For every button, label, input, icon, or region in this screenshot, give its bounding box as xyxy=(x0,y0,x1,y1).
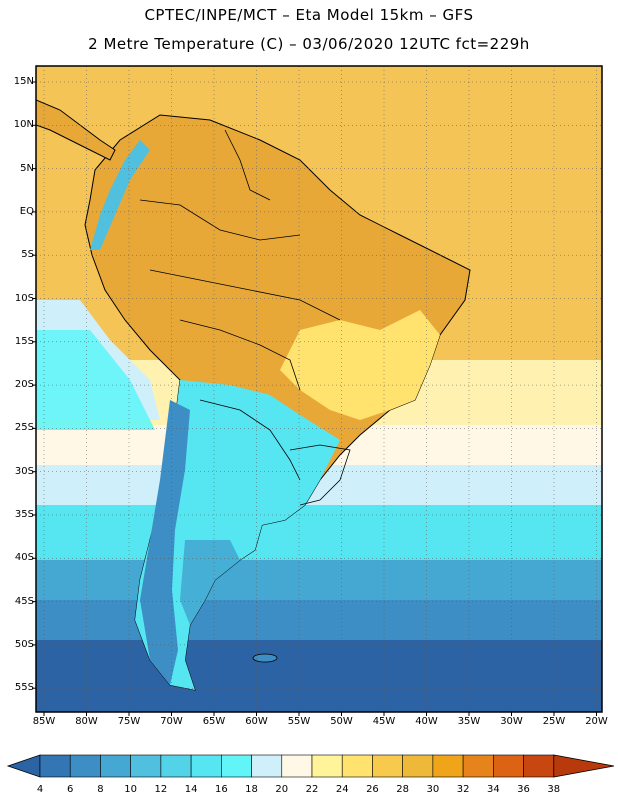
country-borders xyxy=(139,129,351,506)
colorbar-label: 28 xyxy=(396,784,410,795)
colorbar-label: 20 xyxy=(275,784,289,795)
lon-tick-label: 25W xyxy=(542,716,566,727)
colorbar-swatch xyxy=(462,754,494,778)
colorbar-swatch xyxy=(341,754,373,778)
lon-tick-label: 45W xyxy=(372,716,396,727)
andes-cold-strip xyxy=(140,400,190,685)
colorbar-swatch xyxy=(311,754,343,778)
colorbar-swatch xyxy=(130,754,162,778)
colorbar-label: 18 xyxy=(245,784,258,795)
map-title: CPTEC/INPE/MCT – Eta Model 15km – GFS xyxy=(144,6,474,24)
colorbar-arrow-high xyxy=(553,754,615,778)
lon-tick-label: 40W xyxy=(415,716,438,727)
central-america-land xyxy=(36,99,116,161)
colorbar-label: 4 xyxy=(36,784,44,795)
lat-tick-label: 35S xyxy=(14,509,34,520)
colorbar-label: 16 xyxy=(214,784,228,795)
colorbar-label: 34 xyxy=(486,784,500,795)
lon-tick-label: 30W xyxy=(500,716,523,727)
lat-tick-label: 20S xyxy=(14,379,34,391)
colorbar-arrow-low xyxy=(6,754,41,778)
lat-tick-label: 10S xyxy=(14,292,34,304)
lat-tick-label: 50S xyxy=(14,638,34,650)
colorbar-swatch xyxy=(39,754,71,778)
colorbar-label: 30 xyxy=(426,784,440,795)
colorbar-swatch xyxy=(221,754,252,778)
colorbar-label: 38 xyxy=(547,784,561,795)
ocean-band-dark-blue xyxy=(36,640,602,712)
colorbar-swatch xyxy=(251,754,283,778)
lon-tick-label: 70W xyxy=(160,716,183,727)
lat-tick-label: 15S xyxy=(14,335,34,347)
colorbar-label: 10 xyxy=(124,784,138,795)
lat-tick-label: 25S xyxy=(14,422,34,434)
lon-tick-label: 50W xyxy=(330,716,353,727)
map-subtitle: 2 Metre Temperature (C) – 03/06/2020 12U… xyxy=(88,35,530,53)
colorbar-swatch xyxy=(523,754,555,778)
colorbar-label: 26 xyxy=(366,784,379,795)
lat-tick-label: 5N xyxy=(20,162,34,174)
colorbar-swatch xyxy=(190,754,222,778)
lat-tick-label: 15N xyxy=(13,76,34,87)
colorbar-label: 24 xyxy=(335,784,349,795)
lat-tick-label: 5S xyxy=(21,249,34,261)
ocean-band-cyan xyxy=(36,505,602,565)
colorbar-swatch xyxy=(402,754,434,778)
lat-tick-label: 10N xyxy=(13,119,34,131)
lon-tick-label: 80W xyxy=(75,716,98,727)
colorbar-swatch xyxy=(160,754,192,778)
lat-tick-label: EQ xyxy=(19,205,34,217)
lon-tick-label: 60W xyxy=(245,716,268,727)
colorbar-label: 8 xyxy=(97,784,104,795)
pacific-cyan-tongue xyxy=(36,330,155,430)
colorbar-swatch xyxy=(372,754,403,778)
lon-tick-label: 20W xyxy=(585,716,608,727)
map-frame xyxy=(35,65,603,713)
lon-tick-label: 65W xyxy=(202,716,226,727)
falkland-islands xyxy=(252,653,278,663)
lon-tick-label: 75W xyxy=(117,716,141,727)
colorbar-label: 6 xyxy=(67,784,74,795)
patagonia-cold xyxy=(180,540,240,625)
colorbar-label: 12 xyxy=(154,784,168,795)
lat-tick-label: 40S xyxy=(14,552,34,564)
northern-andes-cool xyxy=(90,140,150,250)
colorbar-label: 36 xyxy=(517,784,530,795)
colorbar xyxy=(6,754,615,778)
lat-tick-label: 55S xyxy=(14,682,34,694)
colorbar-swatch xyxy=(432,754,464,778)
lon-tick-label: 85W xyxy=(32,716,56,727)
colorbar-swatch xyxy=(100,754,131,778)
colorbar-label: 22 xyxy=(305,784,319,795)
colorbar-label: 14 xyxy=(184,784,198,795)
colorbar-swatch xyxy=(69,754,101,778)
colorbar-swatch xyxy=(493,754,524,778)
lat-tick-label: 45S xyxy=(14,595,34,607)
lon-tick-label: 35W xyxy=(457,716,481,727)
colorbar-label: 32 xyxy=(456,784,470,795)
lon-tick-label: 55W xyxy=(287,716,311,727)
lat-tick-label: 30S xyxy=(14,465,34,477)
colorbar-swatch xyxy=(281,754,313,778)
eastern-brazil-warm xyxy=(280,310,440,420)
